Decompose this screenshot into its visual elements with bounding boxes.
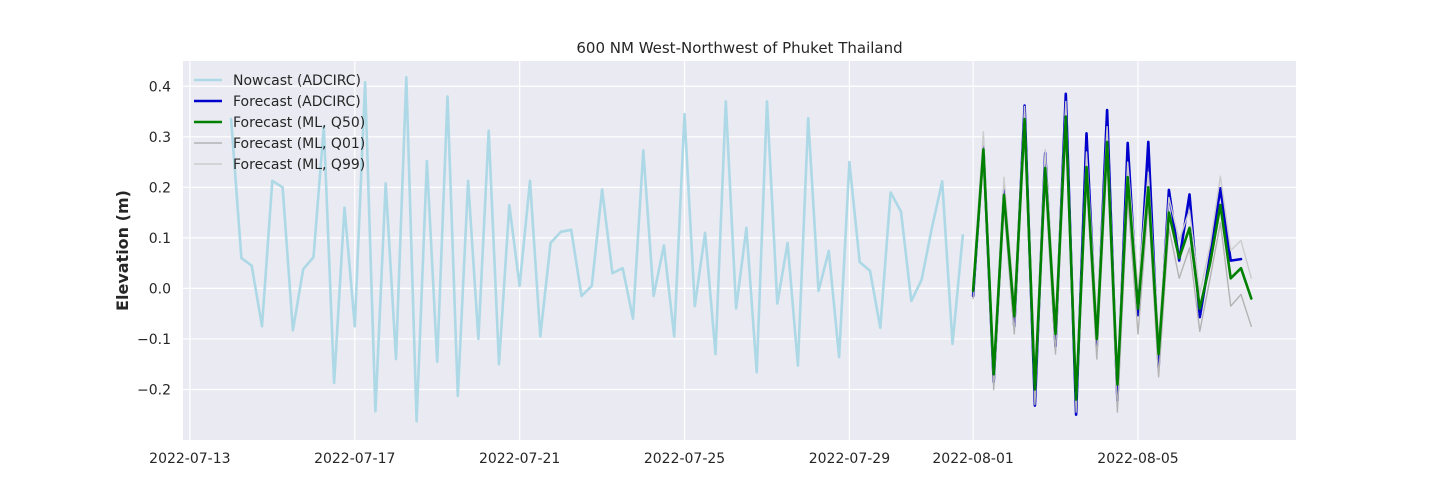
y-tick-label: −0.2 <box>137 382 171 398</box>
x-tick-label: 2022-07-25 <box>644 451 725 467</box>
legend-label: Nowcast (ADCIRC) <box>233 73 361 89</box>
y-axis-label: Elevation (m) <box>113 190 132 311</box>
chart-title: 600 NM West-Northwest of Phuket Thailand <box>576 39 902 57</box>
legend-label: Forecast (ADCIRC) <box>233 94 361 110</box>
y-tick-label: 0.2 <box>149 180 171 196</box>
legend-label: Forecast (ML, Q99) <box>233 157 365 173</box>
series-layer <box>229 75 1253 423</box>
y-tick-label: 0.4 <box>149 79 171 95</box>
x-tick-label: 2022-08-05 <box>1097 451 1178 467</box>
y-tick-label: 0.1 <box>149 231 171 247</box>
x-tick-label: 2022-08-01 <box>932 451 1013 467</box>
legend: Nowcast (ADCIRC) Forecast (ADCIRC) Forecas… <box>194 73 365 173</box>
x-tick-label: 2022-07-13 <box>149 451 230 467</box>
y-tick-label: 0.3 <box>149 130 171 146</box>
x-tick-label: 2022-07-17 <box>314 451 395 467</box>
legend-label: Forecast (ML, Q50) <box>233 115 365 131</box>
series-line-1 <box>229 75 965 423</box>
x-tick-label: 2022-07-29 <box>809 451 890 467</box>
axis-ticks: −0.2 −0.1 0.0 0.1 0.2 0.3 0.4 2022-07-13 2022-07… <box>137 79 1179 467</box>
x-tick-label: 2022-07-21 <box>479 451 560 467</box>
y-tick-label: −0.1 <box>137 332 171 348</box>
legend-label: Forecast (ML, Q01) <box>233 136 365 152</box>
y-tick-label: 0.0 <box>149 281 171 297</box>
series-line-3 <box>971 115 1253 401</box>
